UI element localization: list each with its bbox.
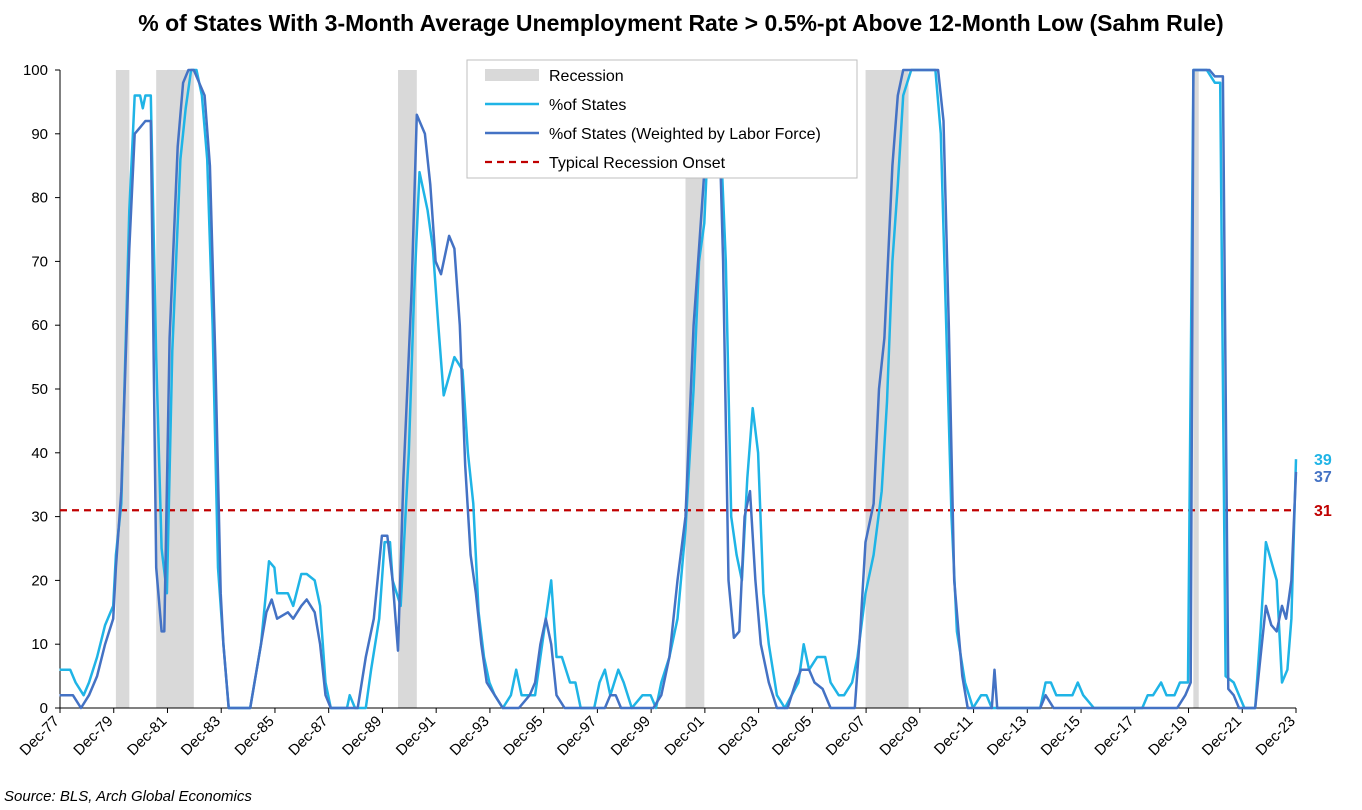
end-label-weighted: 37	[1314, 469, 1332, 486]
chart-title: % of States With 3-Month Average Unemplo…	[138, 10, 1224, 36]
x-tick-label: Dec-79	[70, 713, 116, 759]
end-label-states: 39	[1314, 452, 1332, 469]
x-tick-label: Dec-13	[984, 713, 1030, 759]
x-tick-label: Dec-91	[393, 713, 439, 759]
recession-band-1	[156, 70, 194, 708]
y-tick-label: 10	[31, 636, 48, 653]
x-tick-label: Dec-15	[1038, 713, 1084, 759]
line-chart: 0 10 20 30 40 50 60 70 80 90 100 Dec-77 Dec-79 Dec-81…	[17, 59, 1332, 759]
x-tick-label: Dec-99	[608, 713, 654, 759]
x-tick-label: Dec-07	[823, 713, 869, 759]
x-tick-label: Dec-81	[124, 713, 170, 759]
legend: Recession %of States %of States (Weighted …	[466, 59, 858, 179]
y-tick-label: 20	[31, 572, 48, 589]
x-tick-label: Dec-17	[1091, 713, 1137, 759]
x-tick-label: Dec-05	[769, 713, 815, 759]
source-note: Source: BLS, Arch Global Economics	[4, 788, 252, 805]
legend-swatch-recession	[485, 69, 539, 81]
x-tick-label: Dec-09	[876, 713, 922, 759]
x-tick-label: Dec-77	[17, 713, 63, 759]
x-tick-label: Dec-21	[1199, 713, 1245, 759]
x-tick-label: Dec-89	[339, 713, 385, 759]
recession-band-0	[115, 70, 130, 708]
x-tick-label: Dec-85	[232, 713, 278, 759]
y-tick-label: 80	[31, 190, 48, 207]
x-tick-label: Dec-11	[931, 713, 976, 758]
recession-band-5	[1193, 70, 1199, 708]
legend-label-recession: Recession	[549, 68, 624, 85]
end-label-threshold: 31	[1314, 503, 1332, 520]
y-tick-label: 90	[31, 126, 48, 143]
y-tick-label: 0	[40, 700, 48, 717]
y-tick-label: 40	[31, 445, 48, 462]
x-tick-label: Dec-19	[1145, 713, 1191, 759]
y-tick-label: 70	[31, 253, 48, 270]
legend-label-threshold: Typical Recession Onset	[549, 155, 726, 172]
y-tick-label: 60	[31, 317, 48, 334]
x-tick-label: Dec-01	[661, 713, 707, 759]
x-tick-label: Dec-03	[715, 713, 761, 759]
legend-label-weighted: %of States (Weighted by Labor Force)	[549, 126, 821, 143]
x-tick-label: Dec-83	[178, 713, 224, 759]
y-tick-label: 100	[23, 62, 48, 79]
x-tick-label: Dec-23	[1253, 713, 1299, 759]
x-tick-label: Dec-93	[447, 713, 493, 759]
series-lines	[59, 68, 1298, 710]
series-line-1	[59, 68, 1298, 710]
x-tick-label: Dec-97	[554, 713, 600, 759]
x-tick-label: Dec-87	[285, 713, 331, 759]
legend-label-states: %of States	[549, 97, 626, 114]
y-tick-label: 30	[31, 509, 48, 526]
x-tick-label: Dec-95	[500, 713, 546, 759]
y-tick-label: 50	[31, 381, 48, 398]
